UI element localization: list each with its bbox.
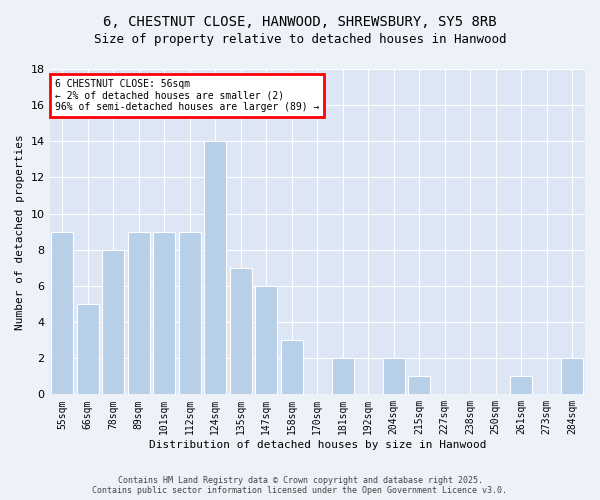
Text: Size of property relative to detached houses in Hanwood: Size of property relative to detached ho… xyxy=(94,32,506,46)
Text: 6, CHESTNUT CLOSE, HANWOOD, SHREWSBURY, SY5 8RB: 6, CHESTNUT CLOSE, HANWOOD, SHREWSBURY, … xyxy=(103,15,497,29)
Bar xyxy=(562,358,583,395)
Bar xyxy=(383,358,404,395)
Bar xyxy=(281,340,302,394)
Bar xyxy=(154,232,175,394)
Y-axis label: Number of detached properties: Number of detached properties xyxy=(15,134,25,330)
Bar xyxy=(256,286,277,395)
Text: Contains HM Land Registry data © Crown copyright and database right 2025.
Contai: Contains HM Land Registry data © Crown c… xyxy=(92,476,508,495)
Bar xyxy=(205,142,226,394)
Bar xyxy=(179,232,200,394)
Text: 6 CHESTNUT CLOSE: 56sqm
← 2% of detached houses are smaller (2)
96% of semi-deta: 6 CHESTNUT CLOSE: 56sqm ← 2% of detached… xyxy=(55,79,319,112)
X-axis label: Distribution of detached houses by size in Hanwood: Distribution of detached houses by size … xyxy=(149,440,486,450)
Bar xyxy=(511,376,532,394)
Bar xyxy=(332,358,353,395)
Bar xyxy=(230,268,251,394)
Bar xyxy=(128,232,149,394)
Bar xyxy=(409,376,430,394)
Bar xyxy=(52,232,73,394)
Bar xyxy=(77,304,98,394)
Bar xyxy=(103,250,124,394)
